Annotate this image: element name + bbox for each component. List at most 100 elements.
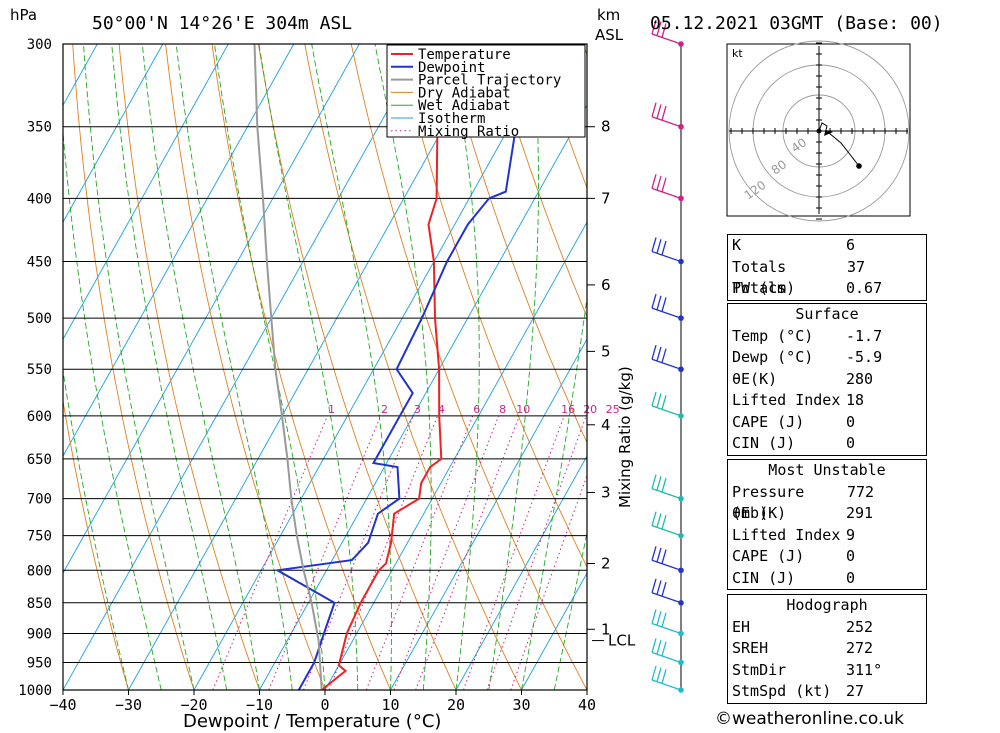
header-location: 50°00'N 14°26'E 304m ASL bbox=[92, 13, 352, 34]
surface-row: CAPE (J) 0 bbox=[732, 412, 856, 431]
wind-barb bbox=[651, 102, 684, 130]
isotherm-line bbox=[193, 44, 557, 690]
wind-barb bbox=[651, 19, 684, 47]
series-line-temperature bbox=[321, 44, 443, 690]
mixing-ratio-label: 25 bbox=[606, 403, 620, 416]
surface-title: Surface bbox=[795, 305, 859, 323]
pressure-tick-label: 750 bbox=[27, 529, 52, 545]
pressure-tick-label: 600 bbox=[27, 409, 52, 425]
wind-level-dot bbox=[678, 687, 684, 693]
height-unit-asl: ASL bbox=[595, 26, 624, 44]
wind-level-dot bbox=[678, 659, 684, 666]
hodo-row: SREH 272 bbox=[732, 639, 874, 657]
index-row-pw: PW (cm) 0.67 bbox=[732, 279, 883, 297]
mixing-ratio-label: 10 bbox=[516, 403, 530, 416]
pressure-tick-label: 550 bbox=[27, 362, 52, 378]
x-tick-label: 10 bbox=[381, 696, 399, 714]
wind-barb bbox=[651, 546, 684, 574]
header-datetime: 05.12.2021 03GMT (Base: 00) bbox=[650, 13, 943, 34]
hodograph-unit: kt bbox=[732, 47, 743, 60]
wind-level-dot bbox=[678, 413, 684, 419]
isotherm-line bbox=[455, 455, 587, 690]
storm-motion-marker bbox=[824, 130, 833, 136]
x-tick-label: 30 bbox=[512, 696, 530, 714]
mixing-ratio-axis-label: Mixing Ratio (g/kg) bbox=[616, 366, 634, 508]
isotherm-line bbox=[324, 221, 587, 690]
pressure-tick-label: 900 bbox=[27, 626, 52, 642]
mu-row: CAPE (J) 0 bbox=[732, 547, 856, 565]
x-tick-label: −10 bbox=[246, 696, 273, 714]
wet-adiabat-line bbox=[311, 44, 392, 690]
pressure-tick-label: 300 bbox=[27, 37, 52, 53]
wind-barb bbox=[651, 638, 684, 666]
wind-level-dot bbox=[678, 495, 684, 502]
mixing-ratio-label: 3 bbox=[414, 403, 421, 416]
mixing-ratio-label: 8 bbox=[499, 403, 506, 416]
isotherm-line bbox=[63, 44, 426, 690]
pressure-tick-label: 400 bbox=[27, 191, 52, 207]
pressure-tick-label: 850 bbox=[27, 596, 52, 612]
mixing-ratio-line bbox=[393, 415, 500, 690]
pressure-tick-label: 650 bbox=[27, 452, 52, 468]
wind-level-dot bbox=[678, 315, 684, 321]
hodo-row: StmSpd (kt) 27 bbox=[732, 682, 865, 700]
wind-barb bbox=[651, 474, 684, 502]
isotherm-line bbox=[259, 104, 587, 690]
wet-adiabat-line bbox=[449, 44, 480, 690]
hodograph-start-point bbox=[816, 128, 822, 134]
dry-adiabat-line bbox=[211, 44, 391, 690]
wet-adiabat-line bbox=[111, 44, 228, 690]
wind-level-dot bbox=[678, 630, 684, 637]
mixing-ratio-line bbox=[365, 415, 474, 690]
isotherm-line bbox=[390, 338, 587, 690]
wet-adiabat-line bbox=[141, 44, 260, 690]
pressure-tick-label: 950 bbox=[27, 655, 52, 671]
pressure-tick-label: 350 bbox=[27, 120, 52, 136]
pressure-unit: hPa bbox=[10, 6, 37, 24]
pressure-tick-label: 500 bbox=[27, 311, 52, 327]
km-tick-label: 6 bbox=[601, 276, 611, 294]
x-tick-label: 40 bbox=[578, 696, 596, 714]
most-unstable-table: Most Unstable Pressure (mb) 772 θE (K) 291… bbox=[727, 459, 927, 590]
dry-adiabat-line bbox=[72, 44, 195, 690]
pressure-tick-label: 450 bbox=[27, 255, 52, 271]
wind-level-dot bbox=[678, 599, 684, 606]
x-tick-label: 20 bbox=[447, 696, 465, 714]
km-tick-label: 3 bbox=[601, 483, 611, 501]
mu-row: Pressure (mb) 772 bbox=[732, 482, 875, 523]
dry-adiabat-line bbox=[257, 44, 457, 690]
wet-adiabat-line bbox=[521, 294, 587, 690]
mixing-ratio-label: 6 bbox=[473, 403, 480, 416]
wet-adiabat-line bbox=[488, 44, 539, 690]
pressure-tick-label: 700 bbox=[27, 492, 52, 508]
legend-entry: Wet Adiabat bbox=[418, 98, 511, 114]
series-line-parcel-trajectory bbox=[253, 44, 323, 690]
wet-adiabat-line bbox=[258, 44, 359, 690]
wind-barb bbox=[651, 293, 684, 321]
km-tick-label: 7 bbox=[601, 189, 611, 207]
legend-entry: Temperature bbox=[418, 47, 511, 63]
credit-link[interactable]: ©weatheronline.co.uk bbox=[715, 709, 905, 729]
wind-level-dot bbox=[678, 532, 684, 539]
wind-level-dot bbox=[678, 41, 684, 47]
mixing-ratio-label: 4 bbox=[438, 403, 445, 416]
km-tick-label: 8 bbox=[601, 118, 611, 136]
legend-entry: Isotherm bbox=[418, 111, 485, 127]
dry-adiabat-line bbox=[350, 44, 587, 690]
lcl-label: LCL bbox=[608, 632, 636, 650]
hodo-row: EH 252 bbox=[732, 617, 874, 636]
isotherm-line bbox=[63, 44, 164, 224]
height-unit-km: km bbox=[597, 6, 620, 24]
wind-level-dot bbox=[678, 258, 684, 265]
series-line-dewpoint bbox=[274, 44, 518, 690]
dry-adiabat-line bbox=[490, 44, 587, 318]
index-row-tt: Totals Totals 37 bbox=[732, 257, 866, 298]
km-tick-label: 1 bbox=[601, 620, 611, 638]
surface-table: Surface Temp (°C) -1.7 Dewp (°C) -5.9 θE(K… bbox=[727, 303, 927, 456]
mu-row: CIN (J) 0 bbox=[732, 568, 856, 587]
dry-adiabat-line bbox=[443, 44, 587, 444]
legend-entry: Mixing Ratio bbox=[418, 124, 519, 140]
mixing-ratio-line bbox=[510, 474, 587, 690]
